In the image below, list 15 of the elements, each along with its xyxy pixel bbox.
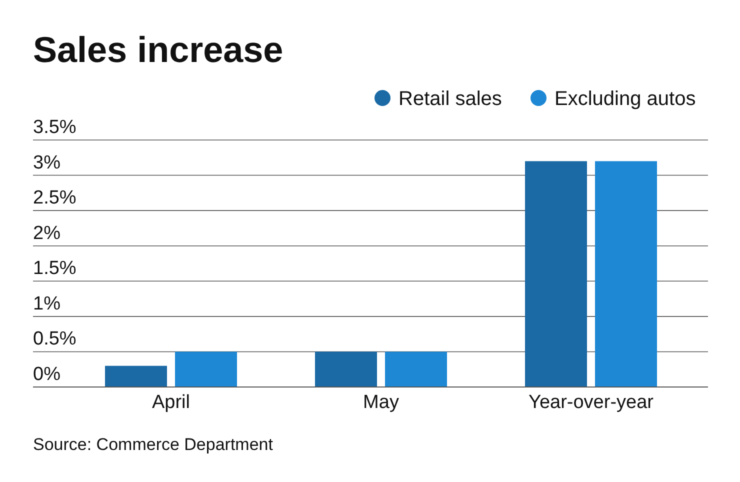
source-note: Source: Commerce Department — [33, 435, 274, 454]
chart-title: Sales increase — [33, 29, 284, 70]
x-tick-label: April — [152, 392, 190, 413]
y-tick-label: 2.5% — [33, 188, 76, 209]
y-tick-label: 3% — [33, 152, 61, 174]
legend-label: Excluding autos — [554, 88, 696, 110]
x-tick-label: Year-over-year — [528, 392, 654, 413]
y-tick-label: 1.5% — [33, 258, 76, 280]
y-tick-label: 3.5% — [33, 117, 76, 138]
legend-label: Retail sales — [398, 88, 502, 110]
y-tick-label: 2% — [33, 222, 61, 244]
y-tick-label: 0.5% — [33, 328, 76, 350]
y-tick-label: 1% — [33, 293, 61, 314]
x-tick-label: May — [363, 392, 400, 413]
y-tick-label: 0% — [33, 364, 61, 385]
